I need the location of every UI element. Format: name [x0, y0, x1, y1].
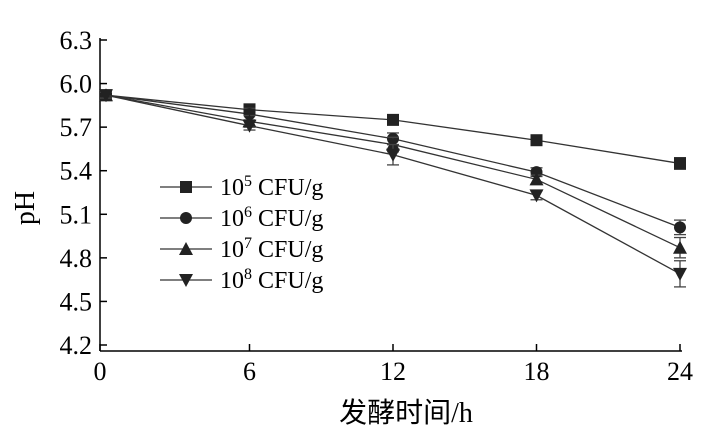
- x-tick-label: 18: [524, 357, 550, 386]
- legend-marker: [179, 274, 193, 287]
- legend-label: 105 CFU/g: [220, 173, 323, 201]
- legend-base: 10: [220, 175, 244, 201]
- legend-item-3: 107 CFU/g: [160, 235, 323, 263]
- legend-label: 108 CFU/g: [220, 266, 323, 294]
- legend-marker: [180, 212, 192, 224]
- x-tick-label: 24: [667, 357, 693, 386]
- y-tick-label: 4.5: [60, 287, 93, 316]
- y-axis-title: pH: [10, 191, 41, 225]
- y-tick-label: 5.1: [60, 200, 93, 229]
- data-point: [242, 119, 257, 133]
- legend-exponent: 8: [244, 266, 252, 283]
- x-tick-label: 12: [380, 357, 406, 386]
- legend-unit: CFU/g: [252, 206, 323, 232]
- legend-item-4: 108 CFU/g: [160, 266, 323, 294]
- y-tick-label: 5.4: [60, 157, 93, 186]
- legend-exponent: 6: [244, 204, 252, 221]
- chart-series-layer: [99, 88, 687, 288]
- data-point: [99, 89, 113, 103]
- series-3: [99, 88, 687, 259]
- legend-exponent: 7: [244, 235, 252, 252]
- legend-marker: [179, 242, 193, 255]
- data-point: [529, 172, 544, 186]
- data-point: [674, 157, 686, 170]
- legend-label: 107 CFU/g: [220, 235, 323, 263]
- data-point: [530, 134, 543, 147]
- data-point: [673, 240, 687, 254]
- y-tick-label: 4.8: [60, 244, 93, 273]
- legend-unit: CFU/g: [252, 175, 323, 201]
- data-point: [674, 221, 686, 234]
- y-tick-label: 6.0: [60, 70, 93, 99]
- legend-base: 10: [220, 268, 244, 294]
- legend-unit: CFU/g: [252, 268, 323, 294]
- data-point: [529, 189, 544, 203]
- legend-marker: [180, 181, 192, 193]
- legend-base: 10: [220, 206, 244, 232]
- series-4: [99, 89, 687, 288]
- data-point: [673, 267, 687, 281]
- chart-axes: 4.2 4.5 4.8 5.1 5.4 5.7 6.0 6.3 0 6 12 18 24: [60, 26, 694, 386]
- legend-unit: CFU/g: [252, 237, 323, 263]
- y-tick-label: 4.2: [60, 331, 93, 360]
- legend-item-2: 106 CFU/g: [160, 204, 323, 232]
- x-tick-label: 0: [94, 357, 107, 386]
- data-point: [243, 108, 256, 121]
- legend-exponent: 5: [244, 173, 252, 190]
- data-point: [386, 148, 400, 162]
- x-axis-title: 发酵时间/h: [339, 397, 473, 429]
- legend-base: 10: [220, 237, 244, 263]
- data-point: [387, 113, 399, 126]
- x-tick-label: 6: [243, 357, 256, 386]
- y-tick-label: 6.3: [60, 26, 93, 55]
- legend-item-1: 105 CFU/g: [160, 173, 323, 201]
- legend-label: 106 CFU/g: [220, 204, 323, 232]
- y-tick-label: 5.7: [60, 113, 93, 142]
